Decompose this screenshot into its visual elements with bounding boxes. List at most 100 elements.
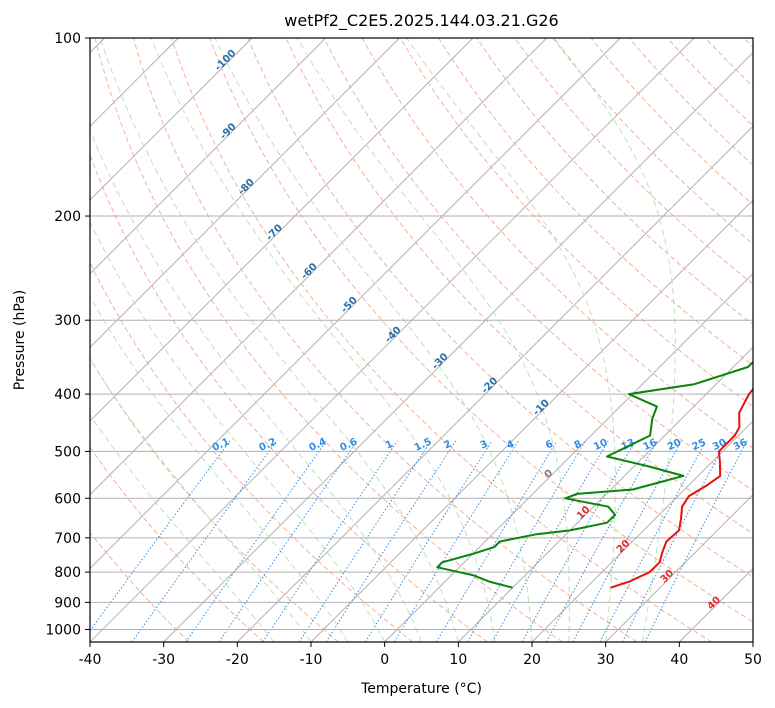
mixing-ratio-label: 16: [642, 437, 659, 453]
dry-adiabat-label: -20: [480, 376, 501, 397]
dry-adiabat-label: -30: [430, 351, 451, 372]
mixing-ratio-line: [435, 440, 558, 642]
dry-adiabat-line: [94, 38, 563, 642]
mixing-ratio-label: 4: [505, 439, 516, 452]
moist-adiabat-line: [90, 128, 422, 642]
y-tick-label: 800: [54, 565, 81, 581]
y-tick-label: 700: [54, 531, 81, 547]
mixing-ratio-line: [364, 440, 493, 642]
dry-adiabat-line: [285, 38, 753, 535]
mixing-ratio-line: [572, 440, 682, 642]
x-tick-label: -30: [152, 652, 175, 668]
isotherm-line: [163, 52, 753, 642]
temperature-series-line: [610, 387, 753, 589]
dry-adiabat-line: [514, 38, 753, 285]
mixing-ratio-label: 25: [691, 437, 708, 453]
mixing-ratio-line: [262, 440, 399, 642]
moist-adiabat-line: [90, 358, 312, 642]
x-tick-label: 50: [744, 652, 762, 668]
x-tick-label: 40: [670, 652, 688, 668]
isotherm-line: [90, 38, 253, 201]
x-axis: -40 -30 -20 -10 0 10 20 30 40 50: [79, 642, 762, 668]
isotherm-line: [752, 641, 753, 642]
isotherm-label: 40: [706, 595, 724, 613]
dry-adiabat-line: [90, 531, 190, 642]
mixing-ratio-line: [185, 440, 327, 642]
moist-adiabat-line: [150, 38, 496, 642]
y-tick-label: 200: [54, 209, 81, 225]
mixing-ratio-line: [325, 440, 457, 642]
moist-adiabat-line: [214, 38, 533, 642]
dry-adiabat-line: [247, 38, 753, 578]
mixing-ratio-line: [298, 440, 432, 642]
isotherm-line: [310, 199, 753, 642]
background-lines: [90, 38, 753, 642]
isotherm-line: [90, 38, 621, 569]
dry-adiabat-line: [209, 38, 753, 623]
dry-adiabat-line: [90, 446, 264, 642]
mixing-ratio-line: [644, 440, 748, 642]
mixing-ratio-label: 8: [573, 439, 584, 452]
isotherm-line: [679, 567, 753, 642]
x-axis-label: Temperature (°C): [360, 681, 482, 697]
y-tick-label: 600: [54, 491, 81, 507]
y-axis: 100 200 300 400 500 600 700 800 900 1000: [45, 31, 90, 638]
mixing-ratio-label: 30: [711, 437, 728, 453]
mixing-ratio-line: [545, 440, 658, 642]
dry-adiabat-label: -80: [236, 177, 257, 198]
dry-adiabat-line: [90, 261, 414, 642]
dry-adiabat-label: -60: [299, 261, 320, 282]
mixing-ratio-line: [621, 440, 727, 642]
isotherm-line: [384, 273, 753, 642]
x-tick-label: 0: [380, 652, 389, 668]
x-tick-label: -40: [79, 652, 102, 668]
moist-adiabat-line: [406, 38, 616, 642]
x-tick-label: -10: [300, 652, 323, 668]
dry-adiabat-line: [90, 153, 488, 642]
dry-adiabat-label: -40: [383, 325, 404, 346]
chart-title: wetPf2_C2E5.2025.144.03.21.G26: [284, 11, 558, 31]
mixing-ratio-label: 1: [384, 439, 395, 452]
pressure-gridlines: [90, 38, 753, 630]
mixing-ratio-line: [218, 440, 358, 642]
dry-adiabat-label: -10: [531, 398, 552, 419]
x-tick-label: 20: [523, 652, 541, 668]
moist-adiabat-line: [90, 221, 386, 642]
mixing-ratio-label: 20: [666, 437, 683, 453]
moist-adiabat-line: [296, 38, 570, 642]
mixing-ratio-line: [393, 440, 519, 642]
mixing-ratio-label: 2: [442, 439, 453, 452]
mixing-ratio-label: 10: [592, 437, 609, 453]
x-tick-label: -20: [226, 652, 249, 668]
dry-adiabat-label: -50: [339, 295, 360, 316]
dry-adiabat-line: [132, 38, 638, 642]
moist-adiabat-line: [90, 414, 275, 642]
isotherm-label: 30: [659, 568, 677, 586]
mixing-ratio-line: [599, 440, 707, 642]
dry-adiabat-line: [170, 38, 712, 642]
isotherm-label: 0: [543, 468, 556, 481]
dry-adiabat-line: [90, 357, 339, 642]
dry-adiabat-line: [552, 38, 753, 245]
dry-adiabat-line: [743, 38, 753, 49]
y-tick-label: 1000: [45, 622, 81, 638]
y-tick-label: 400: [54, 387, 81, 403]
y-tick-label: 300: [54, 313, 81, 329]
isotherm-line: [90, 38, 400, 348]
isotherm-line: [531, 420, 753, 642]
mixing-ratio-label: 3: [479, 439, 490, 452]
y-axis-label: Pressure (hPa): [12, 290, 28, 390]
dry-adiabat-line: [323, 38, 753, 492]
mixing-ratio-label: 6: [544, 439, 555, 452]
isotherm-line: [237, 125, 753, 642]
isotherm-line: [90, 38, 695, 642]
moist-adiabat-line: [553, 38, 676, 642]
dry-adiabat-line: [399, 38, 753, 408]
dry-adiabat-line: [437, 38, 753, 366]
mixing-ratio-label: 36: [732, 437, 749, 453]
dewpoint-series-line: [436, 360, 753, 589]
dry-adiabat-label: -90: [218, 121, 239, 142]
mixing-ratio-line: [90, 440, 231, 632]
profile-series: [436, 360, 753, 589]
y-tick-label: 500: [54, 444, 81, 460]
